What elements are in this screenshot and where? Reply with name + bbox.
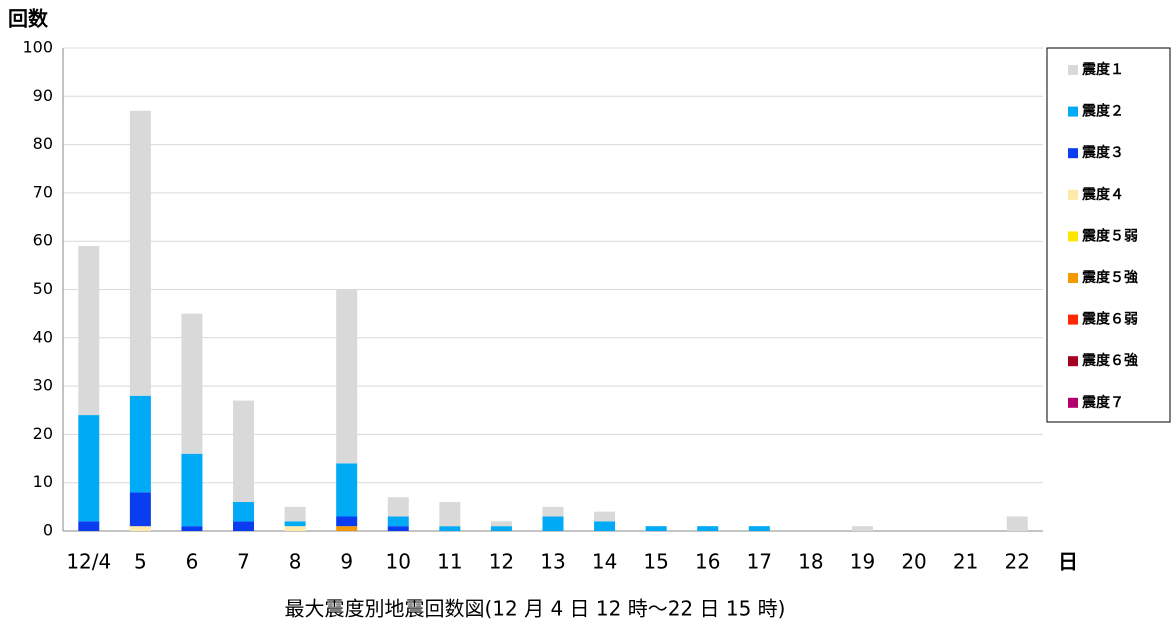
bar-segment: [233, 521, 255, 531]
x-tick-label: 10: [386, 550, 411, 574]
x-tick-label: 14: [592, 550, 617, 574]
bar-segment: [233, 400, 255, 503]
x-tick-label: 19: [850, 550, 875, 574]
bar-segment: [645, 526, 667, 531]
x-axis-unit: 日: [1058, 550, 1078, 574]
legend-swatch: [1068, 397, 1078, 408]
bar-segment: [181, 526, 203, 531]
x-tick-label: 8: [289, 550, 302, 574]
y-tick-label: 80: [33, 134, 53, 153]
legend-box: [1046, 47, 1171, 423]
y-tick-label: 70: [33, 182, 53, 201]
legend-label: 震度４: [1081, 186, 1124, 203]
x-tick-label: 9: [340, 550, 353, 574]
legend-swatch: [1068, 273, 1078, 283]
bar-segment: [129, 492, 151, 527]
bar-segment: [284, 521, 306, 527]
bar-segment: [233, 502, 255, 522]
y-tick-label: 50: [33, 279, 53, 298]
y-tick-label: 20: [33, 424, 53, 443]
caption: 最大震度別地震回数図(12 月 4 日 12 時～22 日 15 時): [285, 597, 786, 621]
legend-label: 震度５強: [1081, 269, 1138, 286]
bar-segment: [284, 506, 306, 522]
bar-segment: [851, 526, 873, 531]
bar-segment: [78, 246, 100, 416]
legend-label: 震度７: [1081, 394, 1124, 411]
bar-segment: [697, 526, 719, 531]
legend-swatch: [1068, 189, 1078, 200]
x-tick-label: 6: [186, 550, 199, 574]
x-tick-label: 17: [747, 550, 772, 574]
bar-segment: [129, 395, 151, 493]
legend-swatch: [1068, 65, 1078, 75]
bar-segment: [284, 526, 306, 531]
x-tick-label: 18: [798, 550, 823, 574]
legend-swatch: [1068, 231, 1078, 242]
bar-segment: [78, 521, 100, 531]
bar-segment: [336, 526, 358, 531]
y-tick-label: 10: [33, 472, 53, 491]
y-tick-label: 30: [33, 376, 53, 395]
bar-segment: [594, 511, 616, 522]
bar-segment: [439, 526, 461, 531]
bar-segment: [439, 502, 461, 527]
bar-segment: [336, 516, 358, 527]
bar-segment: [181, 453, 203, 527]
bar-segment: [490, 526, 512, 531]
x-tick-label: 12: [489, 550, 514, 574]
y-tick-label: 60: [33, 231, 53, 250]
y-tick-label: 40: [33, 327, 53, 346]
x-tick-label: 7: [237, 550, 250, 574]
bar-segment: [387, 526, 409, 531]
x-tick-label: 22: [1004, 550, 1029, 574]
y-tick-label: 0: [43, 521, 53, 540]
legend-label: 震度６強: [1081, 352, 1138, 369]
x-tick-label: 12/4: [66, 550, 111, 574]
x-tick-label: 16: [695, 550, 720, 574]
x-tick-label: 11: [437, 550, 462, 574]
bar-segment: [336, 463, 358, 517]
bar-segment: [387, 497, 409, 517]
x-tick-label: 5: [134, 550, 147, 574]
bar-segment: [542, 516, 564, 531]
legend-label: 震度２: [1081, 103, 1124, 120]
bar-segment: [181, 313, 203, 454]
bar-segment: [78, 415, 100, 522]
y-tick-label: 90: [33, 86, 53, 105]
bar-segment: [542, 506, 564, 517]
legend-swatch: [1068, 148, 1078, 159]
x-tick-label: 15: [643, 550, 668, 574]
legend-swatch: [1068, 314, 1078, 325]
bar-segment: [594, 521, 616, 531]
y-tick-label: 100: [22, 38, 53, 57]
x-tick-label: 20: [901, 550, 926, 574]
bar-segment: [129, 110, 151, 396]
legend-label: 震度６弱: [1081, 311, 1138, 328]
legend-label: 震度５弱: [1081, 227, 1138, 244]
y-axis-title: 回数: [8, 7, 49, 31]
legend-swatch: [1068, 106, 1078, 117]
legend-label: 震度１: [1081, 61, 1124, 78]
bar-segment: [1006, 516, 1028, 531]
legend-label: 震度３: [1081, 144, 1124, 161]
bar-segment: [490, 521, 512, 527]
bar-segment: [748, 526, 770, 531]
x-tick-label: 13: [540, 550, 565, 574]
bar-segment: [336, 289, 358, 464]
bar-segment: [387, 516, 409, 527]
x-tick-label: 21: [953, 550, 978, 574]
legend-swatch: [1068, 356, 1078, 367]
bar-segment: [129, 526, 151, 531]
